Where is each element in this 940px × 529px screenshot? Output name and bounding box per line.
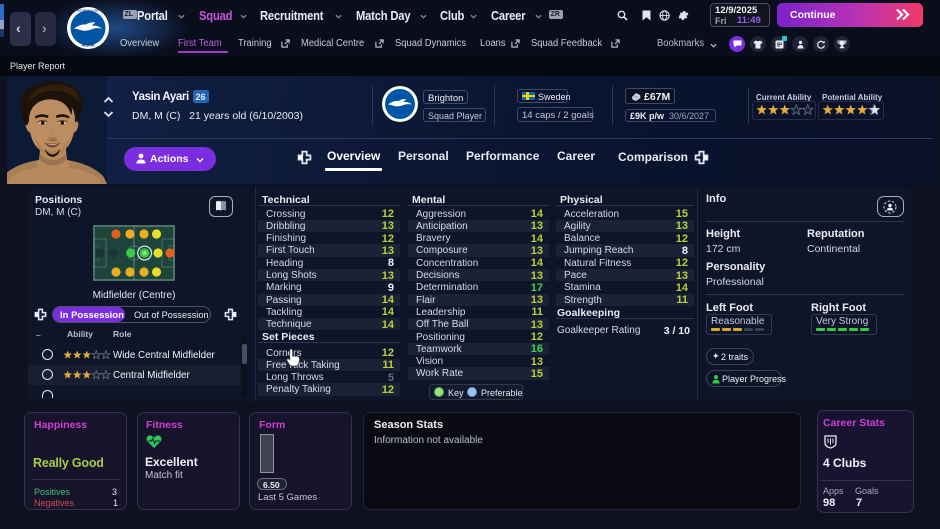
svg-text:ALBION: ALBION [82,44,95,48]
svg-text:BRIGHTON & HOVE: BRIGHTON & HOVE [74,9,102,13]
